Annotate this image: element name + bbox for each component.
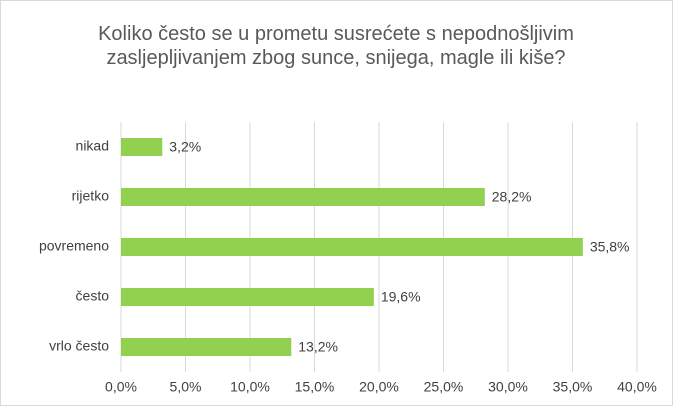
chart-title: Koliko često se u prometu susrećete s ne…	[98, 23, 574, 69]
x-tick-label: 15,0%	[295, 379, 335, 395]
bar	[121, 338, 292, 356]
y-tick-label: povremeno	[39, 238, 109, 254]
data-label: 13,2%	[298, 339, 338, 355]
data-label: 28,2%	[492, 189, 532, 205]
x-tick-label: 30,0%	[488, 379, 528, 395]
bar	[121, 238, 583, 256]
x-tick-label: 40,0%	[617, 379, 657, 395]
bar	[121, 288, 374, 306]
x-tick-label: 5,0%	[170, 379, 202, 395]
bar	[121, 188, 485, 206]
x-tick-label: 10,0%	[230, 379, 270, 395]
bar	[121, 138, 163, 156]
data-label: 19,6%	[381, 289, 421, 305]
x-tick-label: 20,0%	[359, 379, 399, 395]
x-tick-label: 25,0%	[424, 379, 464, 395]
y-tick-label: rijetko	[72, 188, 110, 204]
y-tick-label: nikad	[76, 138, 109, 154]
data-label: 3,2%	[169, 139, 201, 155]
x-tick-label: 0,0%	[105, 379, 137, 395]
x-tick-label: 35,0%	[553, 379, 593, 395]
y-tick-label: vrlo često	[49, 338, 109, 354]
y-tick-label: često	[76, 288, 110, 304]
data-label: 35,8%	[590, 239, 630, 255]
